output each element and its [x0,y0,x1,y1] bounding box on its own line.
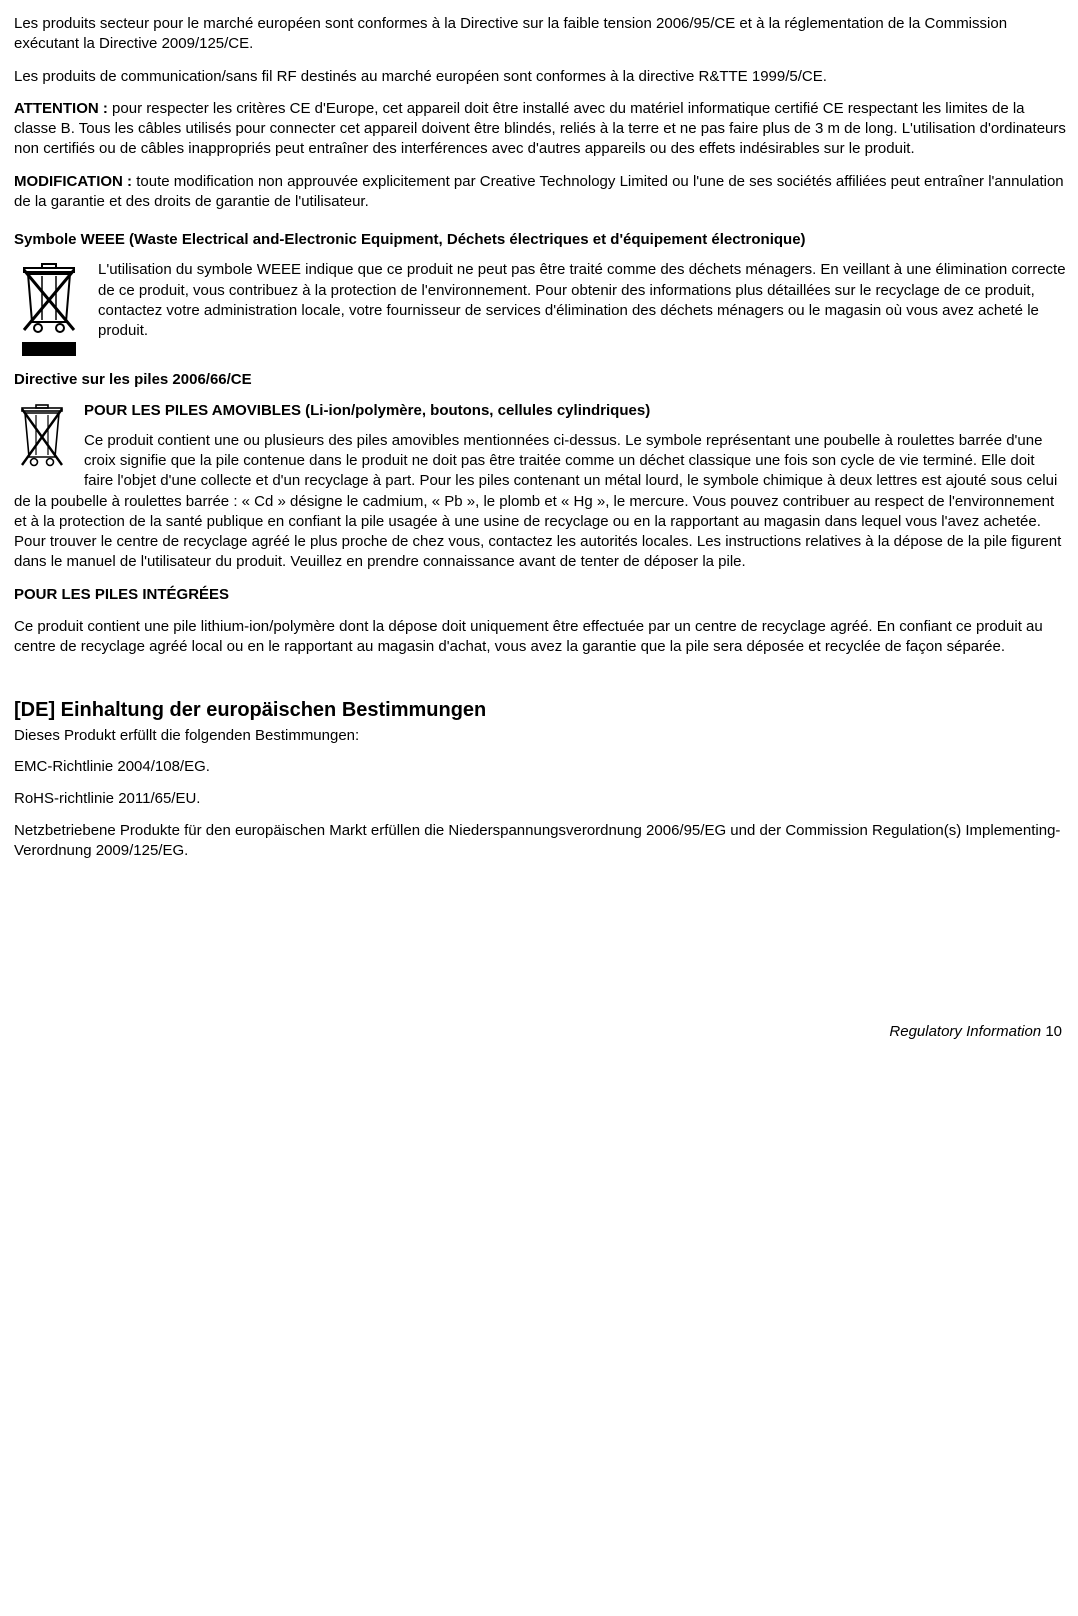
attention-text: pour respecter les critères CE d'Europe,… [14,100,1066,158]
modification-label: MODIFICATION : [14,173,136,190]
removable-batteries-heading: POUR LES PILES AMOVIBLES (Li-ion/polymèr… [14,401,1066,421]
paragraph: Les produits secteur pour le marché euro… [14,14,1066,55]
modification-paragraph: MODIFICATION : toute modification non ap… [14,172,1066,213]
integrated-batteries-heading: POUR LES PILES INTÉGRÉES [14,585,1066,605]
de-paragraph: RoHS-richtlinie 2011/65/EU. [14,789,1066,809]
weee-text: L'utilisation du symbole WEEE indique qu… [98,261,1066,339]
removable-batteries-text: Ce produit contient une ou plusieurs des… [14,432,1061,571]
weee-heading: Symbole WEEE (Waste Electrical and-Elect… [14,230,1066,250]
attention-paragraph: ATTENTION : pour respecter les critères … [14,99,1066,160]
de-paragraph: Dieses Produkt erfüllt die folgenden Bes… [14,726,1066,746]
attention-label: ATTENTION : [14,100,112,117]
modification-text: toute modification non approuvée explici… [14,173,1064,210]
de-paragraph: EMC-Richtlinie 2004/108/EG. [14,757,1066,777]
weee-bin-icon [14,262,84,352]
footer-page-number: 10 [1045,1023,1062,1040]
battery-directive-heading: Directive sur les piles 2006/66/CE [14,370,1066,390]
footer-label: Regulatory Information [889,1023,1045,1040]
de-paragraph: Netzbetriebene Produkte für den europäis… [14,821,1066,862]
paragraph: Les produits de communication/sans fil R… [14,67,1066,87]
integrated-batteries-text: Ce produit contient une pile lithium-ion… [14,617,1066,658]
battery-bin-icon [14,403,70,475]
de-section-heading: [DE] Einhaltung der europäischen Bestimm… [14,697,1066,724]
battery-block: POUR LES PILES AMOVIBLES (Li-ion/polymèr… [14,401,1066,573]
page-footer: Regulatory Information 10 [14,1022,1066,1042]
weee-block: L'utilisation du symbole WEEE indique qu… [14,260,1066,352]
